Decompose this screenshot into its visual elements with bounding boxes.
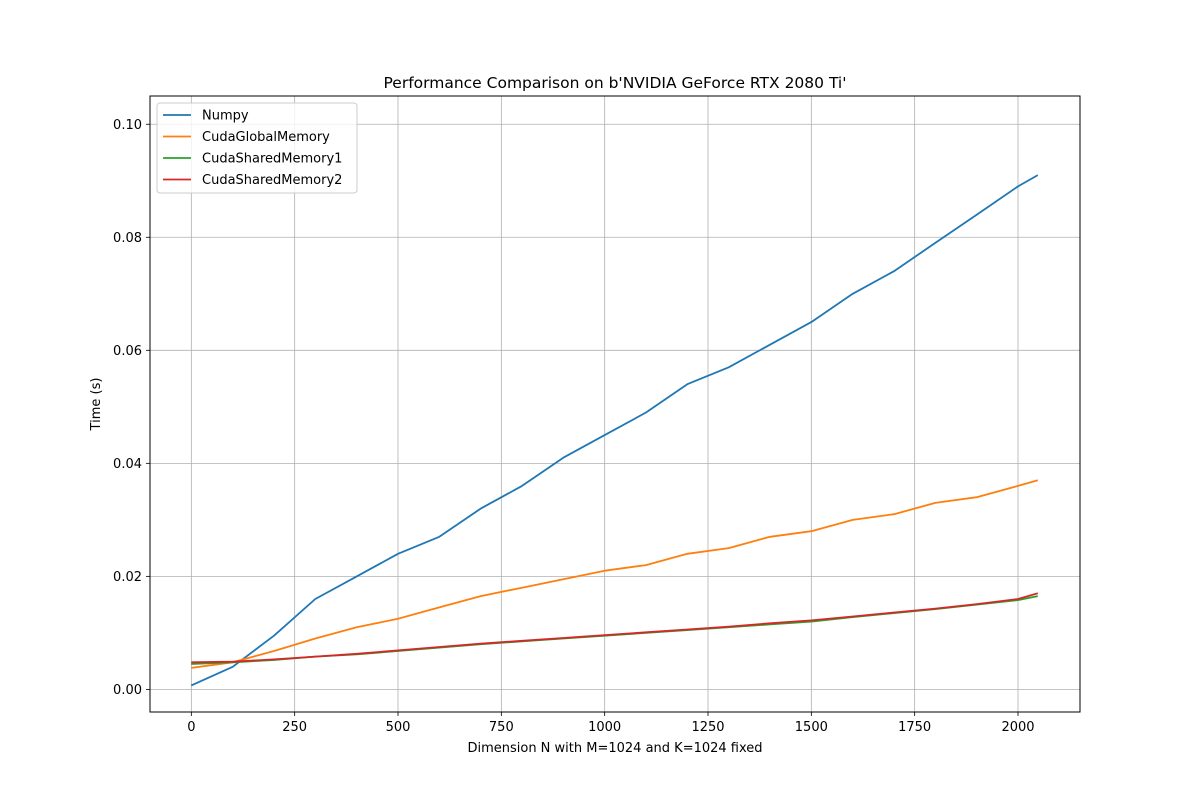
legend: Numpy CudaGlobalMemory CudaSharedMemory1 Cu… — [156, 102, 358, 194]
x-tick-label: 1250 — [691, 720, 724, 735]
chart-title: Performance Comparison on b'NVIDIA GeFor… — [383, 74, 846, 92]
x-axis-label: Dimension N with M=1024 and K=1024 fixed — [467, 741, 762, 756]
legend-label: CudaGlobalMemory — [202, 130, 330, 145]
grid — [150, 96, 1080, 712]
x-tick-label: 500 — [386, 720, 411, 735]
x-tick-label: 1000 — [588, 720, 621, 735]
y-axis-label: Time (s) — [89, 378, 104, 432]
series-line-numpy — [190, 174, 1039, 687]
x-tick-label: 1500 — [795, 720, 828, 735]
x-tick-label: 1750 — [898, 720, 931, 735]
x-tick-label: 750 — [489, 720, 514, 735]
y-tick-label: 0.06 — [113, 344, 142, 359]
y-axis-ticks: 0.00 0.02 0.04 0.06 0.08 0.10 — [113, 118, 150, 698]
legend-box — [156, 102, 358, 194]
y-tick-label: 0.00 — [113, 683, 142, 698]
x-axis-ticks: 0 250 500 750 1000 1250 1500 1750 2000 — [187, 712, 1035, 735]
legend-label: Numpy — [202, 109, 249, 124]
legend-label: CudaSharedMemory2 — [202, 173, 342, 188]
y-tick-label: 0.04 — [113, 457, 142, 472]
y-tick-label: 0.08 — [113, 231, 142, 246]
series-lines — [190, 174, 1039, 687]
legend-label: CudaSharedMemory1 — [202, 152, 342, 167]
x-tick-label: 2000 — [1001, 720, 1034, 735]
plot-frame — [149, 95, 1081, 713]
y-tick-label: 0.02 — [113, 570, 142, 585]
series-line-cudasharedmemory2 — [191, 592, 1039, 664]
x-tick-label: 250 — [282, 720, 307, 735]
series-line-cudaglobalmemory — [191, 479, 1039, 669]
y-tick-label: 0.10 — [113, 118, 142, 133]
x-tick-label: 0 — [187, 720, 195, 735]
